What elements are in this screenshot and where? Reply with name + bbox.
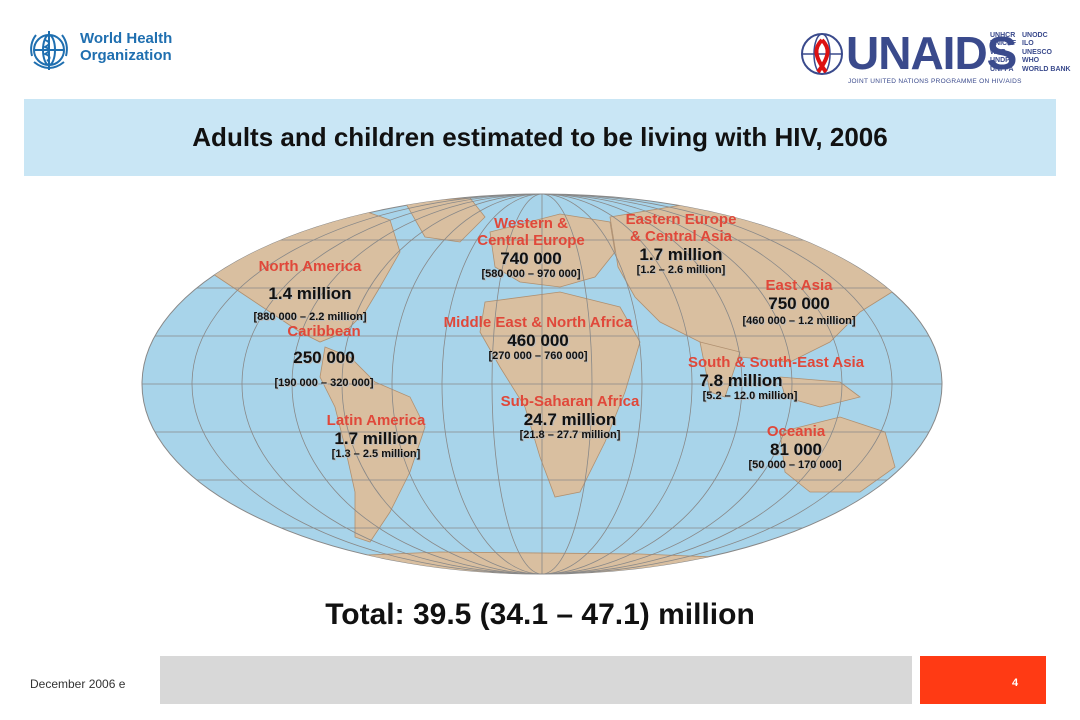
unaids-emblem-icon [801,33,843,75]
land-antarctica [159,551,931,574]
region-value: 740 000 [500,249,562,268]
region-name: South & South-East Asia [687,354,865,371]
region-sub-saharan-africa: Sub-Saharan Africa 24.7 million [21.8 – … [501,393,640,442]
region-value: 1.7 million [639,245,723,264]
org-item: UNDP [990,57,1010,65]
org-item: UNFPA [990,65,1014,73]
total-estimate: Total: 39.5 (34.1 – 47.1) million [325,598,755,631]
land-southeast-asia [779,376,861,408]
region-name: North America [258,258,362,275]
region-value: 7.8 million [699,371,783,390]
region-middle-east-north-africa: Middle East & North Africa 460 000 [270 … [444,314,633,363]
region-name-line1: Eastern Europe [625,211,737,228]
org-item: UNICEF [990,40,1017,48]
region-eastern-europe-central-asia: Eastern Europe & Central Asia 1.7 millio… [626,211,737,277]
region-north-america: North America 1.4 million [880 000 – 2.2… [253,258,366,324]
region-latin-america: Latin America 1.7 million [1.3 – 2.5 mil… [327,412,426,461]
who-emblem-icon [30,31,68,70]
who-line-2: Organization [80,47,172,64]
region-name: Caribbean [287,323,361,340]
region-name: East Asia [765,277,833,294]
region-value: 750 000 [768,294,830,313]
who-line-1: World Health [80,30,173,47]
region-range: [5.2 – 12.0 million] [702,390,798,402]
org-item: WHO [1022,57,1040,65]
land-india [699,341,741,398]
unaids-orgs-col1: UNHCR UNICEF WFP UNDP UNFPA [990,32,1016,74]
region-east-asia: East Asia 750 000 [460 000 – 1.2 million… [742,277,855,328]
region-name: Middle East & North Africa [443,314,633,331]
land-south-america [319,346,426,543]
unaids-tagline: JOINT UNITED NATIONS PROGRAMME ON HIV/AI… [848,78,1022,85]
region-range: [460 000 – 1.2 million] [742,315,856,327]
region-name-line2: Central Europe [477,232,585,249]
region-south-southeast-asia: South & South-East Asia 7.8 million [5.2… [688,354,864,403]
land-africa [479,291,641,498]
footer-page-box [920,656,1046,704]
graticule [142,194,942,574]
region-value: 24.7 million [523,410,617,429]
unaids-logo [800,26,1070,82]
page-number: 4 [1012,677,1019,689]
region-range: [880 000 – 2.2 million] [253,311,367,323]
world-map [141,193,943,575]
org-item: ILO [1022,40,1034,48]
region-name: Sub-Saharan Africa [500,393,640,410]
region-value: 460 000 [507,331,569,350]
region-range: [580 000 – 970 000] [481,268,581,280]
unaids-orgs-col2: UNODC ILO UNESCO WHO WORLD BANK [1022,32,1071,74]
region-name: Latin America [326,412,426,429]
region-value: 81 000 [770,440,822,459]
region-range: [270 000 – 760 000] [488,350,588,362]
region-caribbean: Caribbean 250 000 [190 000 – 320 000] [274,323,373,390]
footer-date: December 2006 e [30,677,126,691]
org-item: WFP [990,48,1006,56]
land-europe [489,213,616,288]
org-item: WORLD BANK [1022,65,1071,73]
region-value: 250 000 [293,348,355,367]
region-oceania: Oceania 81 000 [50 000 – 170 000] [748,423,842,472]
region-name: Oceania [766,423,826,440]
who-logo [24,26,174,80]
title-band [24,99,1056,176]
region-range: [21.8 – 27.7 million] [519,429,621,441]
region-western-central-europe: Western & Central Europe 740 000 [580 00… [477,215,585,281]
region-name-line2: & Central Asia [630,228,732,245]
slide-title: Adults and children estimated to be livi… [192,122,888,152]
land-australia [779,416,896,493]
org-item: UNESCO [1022,48,1052,56]
region-value: 1.7 million [334,429,418,448]
region-range: [1.2 – 2.6 million] [636,264,726,276]
region-range: [190 000 – 320 000] [274,377,374,389]
org-item: UNHCR [990,32,1016,39]
footer-bar [160,656,912,704]
org-item: UNODC [1022,32,1048,39]
unaids-wordmark: UNAIDS [846,27,1017,79]
who-wordmark: World Health Organization [80,30,172,64]
region-name-line1: Western & [494,215,568,232]
region-range: [1.3 – 2.5 million] [331,448,421,460]
region-range: [50 000 – 170 000] [748,459,842,471]
region-value: 1.4 million [268,284,352,303]
